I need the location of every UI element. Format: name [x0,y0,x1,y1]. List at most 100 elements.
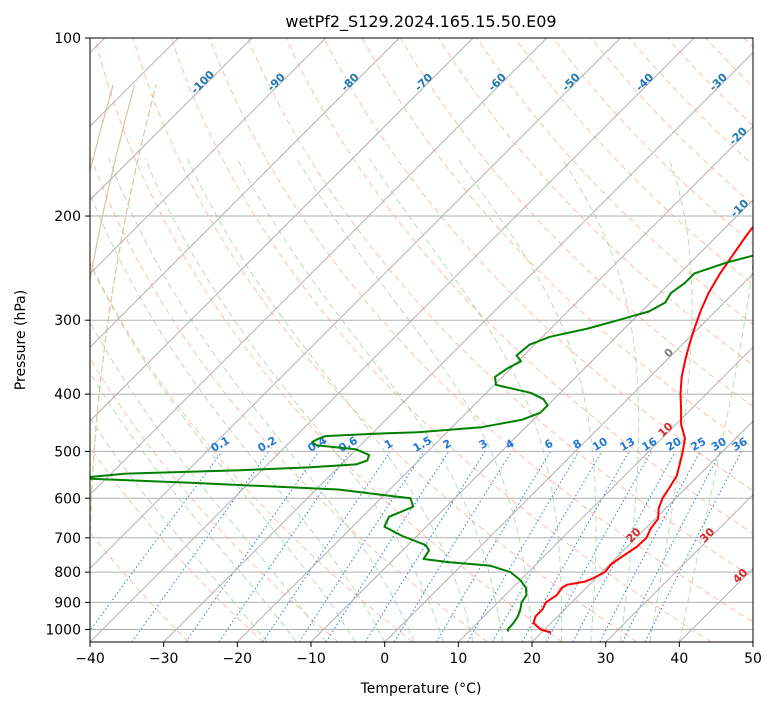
dry-adiabat-line [90,261,414,642]
mixing-ratio-line [644,451,742,642]
moist-adiabat-line [90,371,297,642]
plot-frame [89,37,754,643]
skewed-isotherms [90,38,753,642]
curved-guide-line [90,84,136,284]
y-tick-label: 800 [54,565,81,581]
mixing-ratio-label: 6 [542,437,555,452]
mixing-ratio-line [521,451,630,642]
isotherm-label: -100 [188,68,217,97]
mixing-ratio-line [599,451,701,642]
dry-adiabat-line [132,38,638,642]
dry-adiabat-line [743,38,753,49]
x-tick-label: −40 [75,651,105,667]
isotherm-label: -80 [338,70,361,93]
x-axis-label: Temperature (°C) [360,681,482,697]
mixing-ratio-line [467,451,580,642]
moist-adiabat-line [649,158,693,642]
y-tick-label: 500 [54,444,81,460]
mixing-ratio-line [572,451,676,642]
y-tick-label: 600 [54,491,81,507]
chart-title: wetPf2_S129.2024.165.15.50.E09 [285,12,556,32]
isotherm-line [457,346,753,642]
mixing-ratio-line [218,451,351,642]
y-axis-label: Pressure (hPa) [13,290,29,390]
mixing-ratio-line [90,451,223,632]
dry-adiabat-line [170,38,712,642]
isotherm-line [90,38,253,201]
mixing-ratio-line [262,451,391,642]
moist-adiabat-line [108,158,415,642]
mixing-ratio-label: 2 [441,437,454,452]
moist-adiabat-line [144,158,445,642]
isotherm-label: -50 [559,70,582,93]
isoline-labels: 0.1 0.2 0.4 0.6 1 1.5 2 3 4 6 8 10 13 16 20 25 30 36-100-… [188,68,751,586]
dry-adiabat-line [90,153,488,642]
profile-series [90,225,753,634]
isotherm-line [752,641,753,642]
moist-adiabat-line [296,158,533,642]
curved-guide-lines [90,84,157,642]
y-tick-label: 1000 [45,622,81,638]
temperature-profile-line [532,225,753,634]
dry-adiabat-line [285,38,753,535]
x-tick-label: −30 [149,651,179,667]
dry-adiabat-line [90,446,264,642]
isotherm-line [90,38,548,496]
mixing-ratio-label: 4 [503,437,516,452]
mixing-ratio-line [364,451,486,642]
y-axis-ticks: 100 200 300 400 500 600 700 800 900 1000 [45,31,90,638]
moist-adiabat-line [236,158,503,642]
mixing-ratio-line [298,451,425,642]
moist-adiabat-line [561,158,640,642]
y-tick-label: 200 [54,209,81,225]
isotherm-line [90,38,474,422]
x-tick-label: 30 [597,651,615,667]
y-tick-label: 300 [54,313,81,329]
dewpoint-profile-line [90,254,753,632]
mixing-ratio-line [325,451,450,642]
dry-adiabat-line [590,38,753,206]
moist-adiabat-line [90,262,356,642]
isotherm-label: -70 [412,70,435,93]
isotherm-line [678,567,753,642]
pressure-gridlines [90,38,753,630]
x-tick-label: −20 [223,651,253,667]
y-tick-label: 900 [54,595,81,611]
moist-adiabat-line [678,259,753,642]
dry-adiabat-line [437,38,753,366]
mixing-ratio-lines [90,451,742,642]
mixing-ratio-line [621,451,722,642]
isotherm-line [384,272,753,642]
isotherm-label: -40 [633,70,656,93]
dry-adiabat-line [323,38,753,492]
x-tick-label: −10 [296,651,326,667]
moist-adiabats [90,158,753,642]
isotherm-label: -60 [486,70,509,93]
isotherm-line [531,420,753,642]
dry-adiabat-line [94,38,563,642]
curved-guide-line [90,84,114,174]
x-tick-label: 10 [449,651,467,667]
dry-adiabat-line [667,38,753,127]
mixing-ratio-line [545,451,652,642]
moist-adiabat-line [90,417,268,642]
y-tick-label: 100 [54,31,81,47]
x-tick-label: 40 [670,651,688,667]
y-tick-label: 400 [54,387,81,403]
isotherm-line [90,38,400,349]
dry-adiabat-line [209,38,753,623]
x-tick-label: 50 [744,651,762,667]
isotherm-line [90,38,621,570]
dry-adiabat-line [90,357,339,642]
x-axis-ticks: −40 −30 −20 −10 0 10 20 30 40 50 [75,642,762,667]
mixing-ratio-line [185,451,320,642]
x-tick-label: 20 [523,651,541,667]
isotherm-line [310,199,753,642]
isotherm-line [90,38,695,642]
dry-adiabat-line [476,38,753,326]
moist-adiabat-line [90,192,386,642]
isotherm-label: -90 [265,70,288,93]
moist-adiabat-line [90,321,327,642]
dry-adiabat-line [514,38,753,285]
